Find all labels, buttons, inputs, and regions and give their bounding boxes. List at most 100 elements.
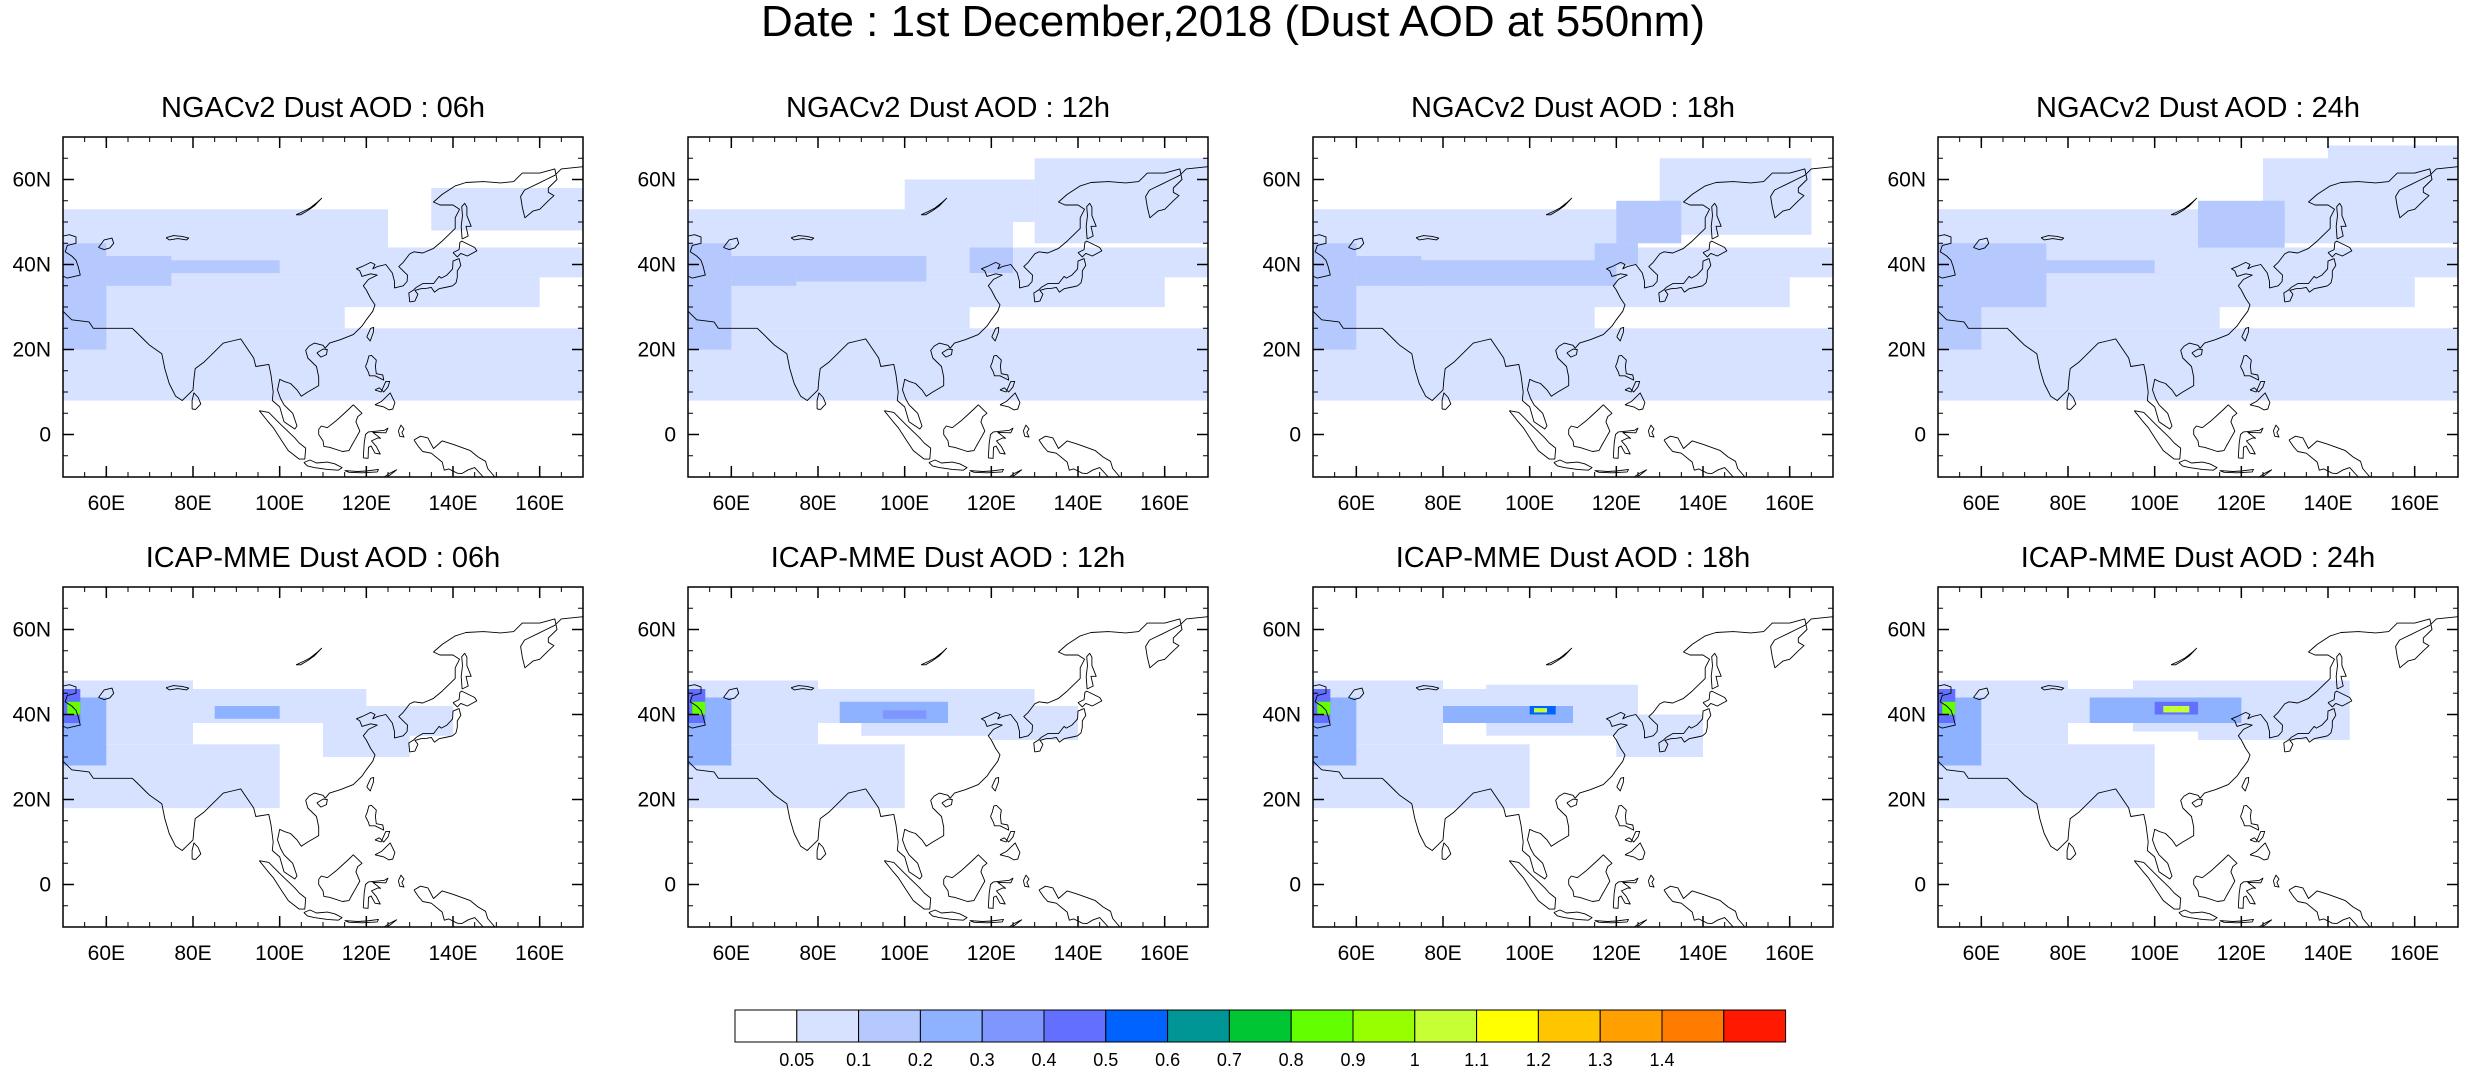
coastline — [303, 909, 343, 921]
coastlines — [688, 166, 1208, 477]
dust-field — [63, 616, 583, 927]
colorbar-box — [734, 1009, 798, 1043]
colorbar-box — [1167, 1009, 1230, 1043]
lon-tick-label: 140E — [2303, 492, 2352, 515]
aod-cell — [688, 307, 970, 329]
aod-cell — [991, 706, 1078, 740]
colorbar-box — [1537, 1009, 1601, 1043]
coastline — [2249, 842, 2271, 861]
coastlines — [1313, 166, 1833, 477]
lon-tick-label: 140E — [1053, 942, 1102, 965]
coastline — [969, 468, 1004, 474]
colorbar-label: 0.5 — [1093, 1050, 1118, 1070]
aod-cell — [1313, 209, 1638, 248]
coastline — [1624, 842, 1646, 861]
lat-tick-label: 60N — [1262, 619, 1301, 642]
lat-tick-label: 0 — [1914, 424, 1926, 447]
coastline — [2191, 798, 2203, 808]
coastline — [374, 380, 391, 393]
coastline — [316, 798, 328, 808]
aod-cell — [63, 243, 107, 350]
coastline — [2335, 652, 2347, 690]
coastline — [1612, 427, 1639, 459]
coastline — [1313, 234, 1331, 279]
coastline — [999, 830, 1016, 843]
lon-tick-label: 60E — [1338, 492, 1375, 515]
colorbar-label: 1 — [1410, 1050, 1420, 1070]
aod-cell — [106, 260, 280, 274]
coastline — [2241, 776, 2250, 792]
lon-tick-label: 160E — [515, 492, 564, 515]
coastline — [1313, 166, 1833, 430]
map-panel: 60E 80E 100E 120E 140E 160E 0 20N 40N 60N — [12, 136, 584, 515]
coastline — [2178, 909, 2218, 921]
aod-cell — [1659, 158, 1812, 235]
aod-cell — [796, 256, 927, 282]
coastline — [790, 685, 815, 691]
coastline — [374, 830, 391, 843]
coastlines — [688, 616, 1208, 927]
coastline — [2283, 258, 2337, 303]
map-panel: 60E 80E 100E 120E 140E 160E 0 20N 40N 60N — [1887, 136, 2459, 515]
lon-tick-label: 100E — [880, 492, 929, 515]
lat-tick-label: 60N — [1262, 169, 1301, 192]
coastline — [2040, 235, 2065, 241]
coastline — [2066, 842, 2077, 860]
lat-tick-label: 20N — [1262, 339, 1301, 362]
coastline — [1441, 392, 1452, 410]
coastline — [362, 877, 389, 909]
coastline — [688, 166, 1208, 430]
lat-tick-label: 0 — [1914, 874, 1926, 897]
panel-title: ICAP-MME Dust AOD : 18h — [1395, 542, 1751, 574]
lon-tick-label: 80E — [174, 492, 211, 515]
aod-cell — [1594, 243, 1638, 265]
lon-tick-label: 100E — [2130, 942, 2179, 965]
coastline — [1313, 616, 1833, 880]
coastline — [452, 690, 478, 708]
aod-cell — [1313, 243, 1357, 350]
coastline — [1545, 647, 1573, 666]
colorbar-label: 0.2 — [908, 1050, 933, 1070]
lon-tick-label: 80E — [799, 942, 836, 965]
lon-tick-label: 160E — [1765, 942, 1814, 965]
coastline — [1415, 235, 1440, 241]
coastline — [344, 468, 379, 474]
lat-tick-label: 40N — [1262, 704, 1301, 727]
coastline — [990, 354, 1010, 381]
lon-tick-label: 120E — [1592, 942, 1641, 965]
coastline — [1658, 258, 1712, 303]
panel-title: ICAP-MME Dust AOD : 06h — [145, 542, 501, 574]
coastline — [1663, 885, 1746, 927]
coastline — [460, 202, 472, 240]
coastline — [165, 235, 190, 241]
coastline — [1568, 854, 1613, 902]
lat-tick-label: 20N — [1262, 789, 1301, 812]
lat-tick-label: 40N — [1887, 254, 1926, 277]
aod-cell — [2198, 200, 2285, 248]
aod-cell — [1034, 158, 1208, 244]
lon-tick-label: 140E — [2303, 942, 2352, 965]
lat-tick-label: 0 — [39, 424, 51, 447]
coastline — [1615, 804, 1635, 831]
coastline — [374, 392, 396, 411]
lat-tick-label: 20N — [12, 339, 51, 362]
coastline — [2241, 326, 2250, 342]
coastline — [2040, 685, 2065, 691]
lon-tick-label: 120E — [1592, 492, 1641, 515]
colorbar-label: 0.7 — [1217, 1050, 1242, 1070]
colorbar-box — [858, 1009, 921, 1043]
lat-tick-label: 60N — [637, 619, 676, 642]
coastline — [1647, 424, 1655, 438]
aod-cell — [1534, 708, 1547, 713]
coastline — [990, 804, 1010, 831]
lon-tick-label: 120E — [2217, 492, 2266, 515]
figure-title: Date : 1st December,2018 (Dust AOD at 55… — [760, 0, 1705, 46]
aod-cell — [431, 188, 583, 231]
coastline — [1594, 918, 1629, 924]
lat-tick-label: 20N — [12, 789, 51, 812]
coastline — [191, 842, 202, 860]
coastline — [928, 909, 968, 921]
coastline — [1348, 687, 1365, 701]
coastline — [2288, 435, 2371, 477]
lat-tick-label: 0 — [39, 874, 51, 897]
